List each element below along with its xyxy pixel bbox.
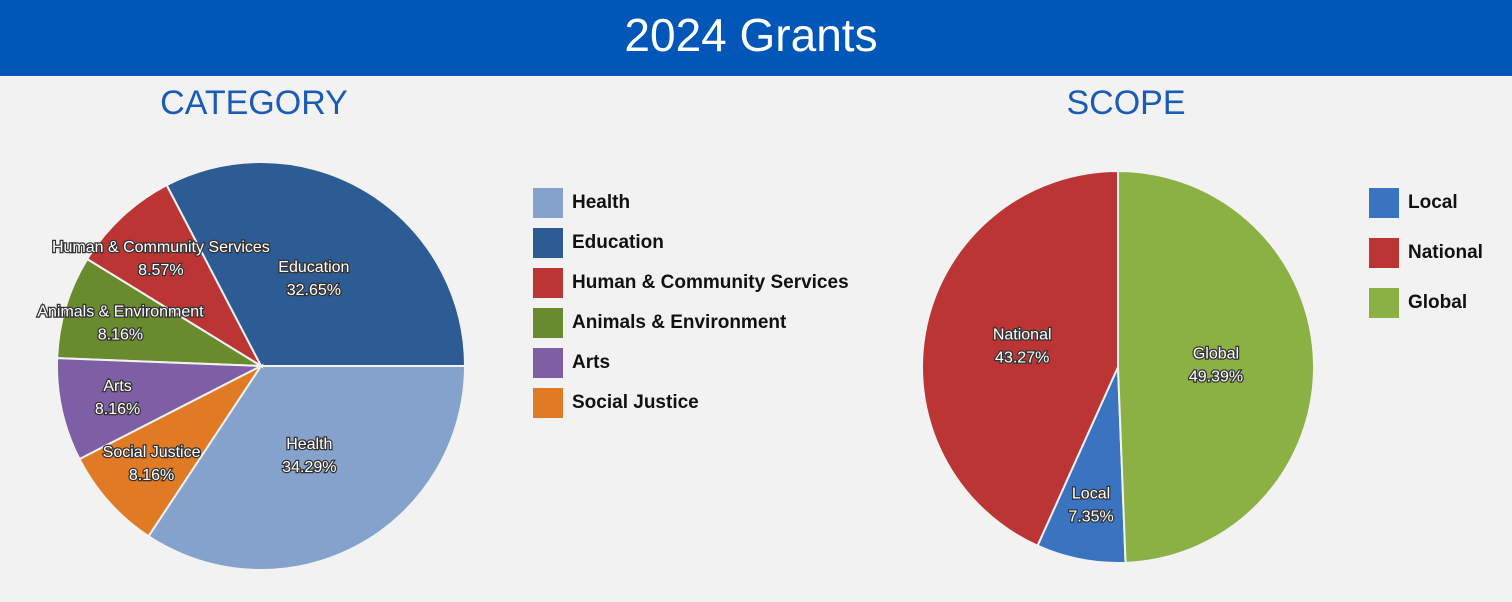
pie-slice [165, 161, 467, 367]
chart-title: CATEGORY [160, 84, 348, 122]
slice-name: Global [1193, 345, 1239, 362]
legend-swatch [533, 388, 563, 418]
slice-name: Local [1072, 486, 1110, 503]
slice-value: 43.27% [995, 350, 1049, 367]
legend-swatch [533, 228, 563, 258]
legend-swatch [1369, 288, 1399, 318]
slice-name: Health [286, 436, 332, 453]
legend-swatch [533, 268, 563, 298]
legend-label: Human & Community Services [572, 272, 849, 293]
slice-value: 8.16% [129, 467, 174, 484]
legend-swatch [533, 188, 563, 218]
pie-slice [85, 183, 264, 369]
slice-name: Social Justice [103, 444, 201, 461]
pie-slice [1117, 169, 1315, 564]
legend-label: Education [572, 232, 664, 253]
slice-value: 49.39% [1189, 368, 1243, 385]
legend-label: Animals & Environment [572, 312, 787, 333]
legend-label: Arts [572, 352, 610, 373]
slice-name: Animals & Environment [37, 304, 204, 321]
slice-name: Education [278, 259, 349, 276]
legend-label: National [1408, 242, 1483, 263]
header-bar [0, 0, 1512, 76]
pie-slice [56, 357, 265, 461]
legend-swatch [533, 308, 563, 338]
slice-value: 34.29% [282, 459, 336, 476]
slice-name: National [993, 327, 1052, 344]
legend-swatch [1369, 188, 1399, 218]
slice-value: 8.16% [98, 327, 143, 344]
slice-value: 7.35% [1068, 509, 1113, 526]
slice-value: 32.65% [287, 282, 341, 299]
chart-title: SCOPE [1066, 84, 1185, 122]
legend-label: Health [572, 192, 630, 213]
slice-name: Arts [103, 378, 131, 395]
legend-label: Social Justice [572, 392, 699, 413]
legend-swatch [1369, 238, 1399, 268]
legend-swatch [533, 348, 563, 378]
pie-slice [921, 169, 1119, 548]
pie-slice [56, 257, 265, 368]
legend-label: Global [1408, 292, 1467, 313]
slice-value: 8.57% [138, 262, 183, 279]
page-title: 2024 Grants [624, 9, 877, 61]
slice-name: Human & Community Services [52, 239, 270, 256]
legend-label: Local [1408, 192, 1458, 213]
slice-value: 8.16% [95, 401, 140, 418]
pie-slice [78, 363, 264, 538]
